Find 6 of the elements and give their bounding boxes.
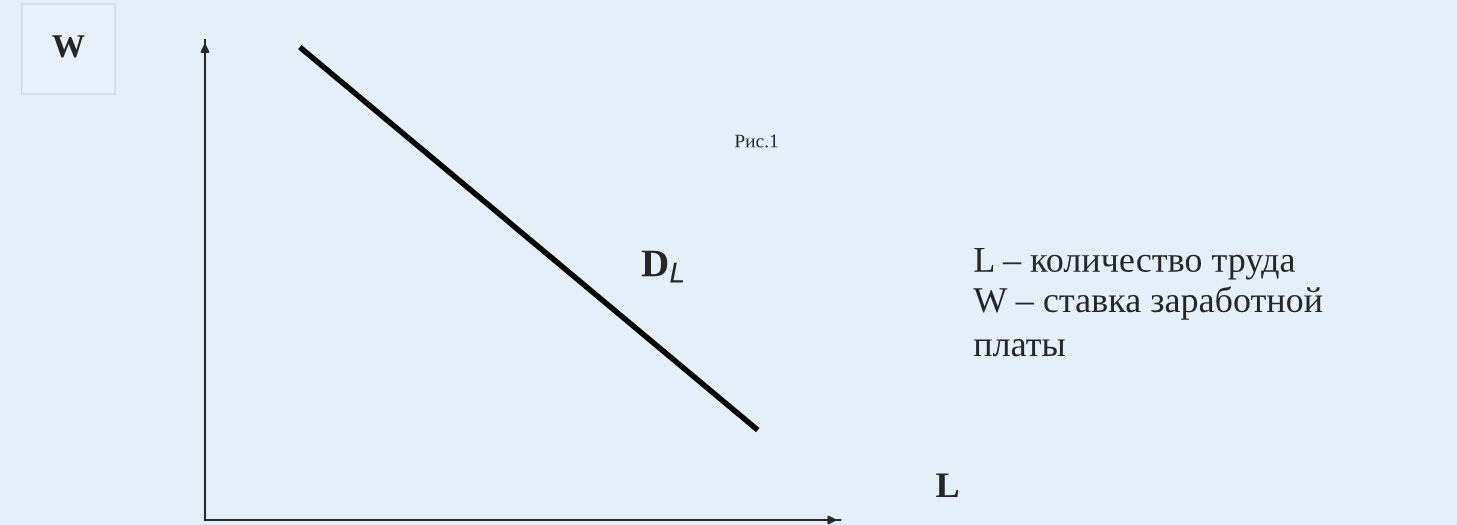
y-axis-title: W — [52, 35, 85, 58]
text: L – количество труда — [974, 248, 1295, 280]
annotation: D$_{L}$ — [641, 250, 684, 283]
text: W – ставка заработной платы — [973, 286, 1323, 357]
annotation: Рис.1 — [734, 134, 778, 148]
x-axis-title: L — [936, 473, 959, 498]
